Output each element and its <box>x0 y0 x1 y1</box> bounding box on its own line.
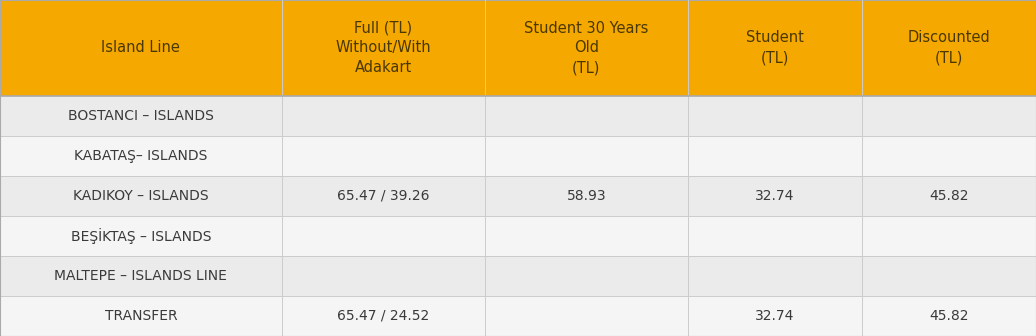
Bar <box>282 256 485 296</box>
Bar <box>688 176 862 216</box>
Text: 58.93: 58.93 <box>567 189 606 203</box>
Text: Student 30 Years
Old
(TL): Student 30 Years Old (TL) <box>524 20 649 75</box>
Bar <box>862 176 1036 216</box>
Bar <box>688 216 862 256</box>
Bar <box>485 0 688 96</box>
Bar <box>282 216 485 256</box>
Text: 65.47 / 24.52: 65.47 / 24.52 <box>337 309 430 323</box>
Bar <box>0 0 282 96</box>
Text: KABATAŞ– ISLANDS: KABATAŞ– ISLANDS <box>75 149 207 163</box>
Text: MALTEPE – ISLANDS LINE: MALTEPE – ISLANDS LINE <box>55 269 227 283</box>
Bar <box>485 136 688 176</box>
Bar <box>282 96 485 136</box>
Bar <box>688 96 862 136</box>
Bar <box>282 136 485 176</box>
Text: BEŞİKTAŞ – ISLANDS: BEŞİKTAŞ – ISLANDS <box>70 228 211 244</box>
Bar <box>688 0 862 96</box>
Text: 45.82: 45.82 <box>929 309 969 323</box>
Text: 45.82: 45.82 <box>929 189 969 203</box>
Bar <box>485 256 688 296</box>
Text: KADIKOY – ISLANDS: KADIKOY – ISLANDS <box>74 189 208 203</box>
Bar <box>0 96 282 136</box>
Bar <box>0 176 282 216</box>
Text: Discounted
(TL): Discounted (TL) <box>908 31 990 65</box>
Bar <box>485 96 688 136</box>
Bar <box>485 176 688 216</box>
Text: 32.74: 32.74 <box>755 189 795 203</box>
Bar <box>688 296 862 336</box>
Bar <box>0 296 282 336</box>
Bar <box>862 96 1036 136</box>
Bar <box>862 0 1036 96</box>
Text: Full (TL)
Without/With
Adakart: Full (TL) Without/With Adakart <box>336 20 431 75</box>
Bar <box>0 216 282 256</box>
Text: Island Line: Island Line <box>102 40 180 55</box>
Bar <box>862 296 1036 336</box>
Text: TRANSFER: TRANSFER <box>105 309 177 323</box>
Text: Student
(TL): Student (TL) <box>746 31 804 65</box>
Bar <box>282 296 485 336</box>
Bar <box>0 256 282 296</box>
Bar <box>688 256 862 296</box>
Bar <box>688 136 862 176</box>
Bar <box>0 136 282 176</box>
Text: 65.47 / 39.26: 65.47 / 39.26 <box>337 189 430 203</box>
Bar <box>282 0 485 96</box>
Bar <box>862 216 1036 256</box>
Bar <box>862 136 1036 176</box>
Text: 32.74: 32.74 <box>755 309 795 323</box>
Bar <box>862 256 1036 296</box>
Bar <box>485 296 688 336</box>
Text: BOSTANCI – ISLANDS: BOSTANCI – ISLANDS <box>68 109 213 123</box>
Bar <box>485 216 688 256</box>
Bar <box>282 176 485 216</box>
